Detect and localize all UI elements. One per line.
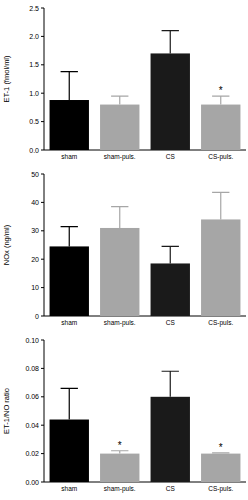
error-bar [61, 72, 78, 100]
tick-label: 0.10 [25, 337, 39, 344]
tick-label: 50 [31, 171, 39, 178]
y-axis-label: ET-1 (fmol/ml) [2, 55, 11, 103]
error-bar [212, 96, 229, 105]
bar [100, 454, 139, 482]
category-label: CS [166, 153, 176, 160]
tick-label: 0.02 [25, 450, 39, 457]
error-bar [162, 246, 179, 263]
tick-label: 2.5 [29, 5, 39, 12]
category-label: CS [166, 485, 176, 492]
annotation: * [118, 440, 122, 451]
tick-label: 0.0 [29, 147, 39, 154]
category-label: sham-puls. [104, 485, 136, 493]
category-label: sham [61, 153, 77, 160]
bar [151, 53, 190, 150]
y-axis-label: ET-1/NO ratio [2, 388, 11, 434]
bar [50, 246, 89, 316]
bar [201, 454, 240, 482]
tick-label: 1.0 [29, 90, 39, 97]
tick-label: 40 [31, 199, 39, 206]
tick-label: 1.5 [29, 61, 39, 68]
bars [50, 192, 241, 316]
tick-label: 0.5 [29, 118, 39, 125]
bar [201, 105, 240, 150]
error-bar [61, 227, 78, 247]
bars [50, 371, 241, 482]
error-bar [111, 207, 128, 228]
panel: NOx (ng/ml) 0 10 20 30 40 50 sham sham-puls. CS CS… [2, 171, 246, 328]
category-label: CS-puls. [208, 319, 233, 327]
y-axis [44, 340, 45, 482]
tick-label: 0.00 [25, 479, 39, 486]
tick-label: 20 [31, 256, 39, 263]
tick-label: 0.06 [25, 393, 39, 400]
category-label: sham-puls. [104, 153, 136, 161]
bar [100, 105, 139, 150]
category-label: sham [61, 319, 77, 326]
category-label: CS-puls. [208, 153, 233, 161]
error-bar [162, 31, 179, 54]
y-axis [44, 8, 45, 150]
panel: ET-1 (fmol/ml) 0.0 0.5 1.0 1.5 2.0 2.5 sham sham… [2, 5, 246, 162]
tick-label: 0.08 [25, 365, 39, 372]
bar [50, 420, 89, 482]
annotation: * [219, 85, 223, 96]
panel: ET-1/NO ratio 0.00 0.02 0.04 0.06 0.08 0.10 sha… [2, 337, 246, 494]
bar [151, 263, 190, 316]
tick-label: 0.04 [25, 422, 39, 429]
y-axis [44, 174, 45, 316]
bars [50, 31, 241, 150]
category-label: CS-puls. [208, 485, 233, 493]
error-bar [61, 388, 78, 419]
figure: ET-1 (fmol/ml) 0.0 0.5 1.0 1.5 2.0 2.5 sham sham… [0, 0, 248, 500]
category-label: sham-puls. [104, 319, 136, 327]
tick-label: 10 [31, 284, 39, 291]
bar [151, 397, 190, 482]
annotation: * [219, 442, 223, 453]
category-label: sham [61, 485, 77, 492]
bar [50, 100, 89, 150]
category-label: CS [166, 319, 176, 326]
bar [201, 219, 240, 316]
error-bar [111, 96, 128, 105]
error-bar [111, 451, 128, 454]
tick-label: 0 [35, 313, 39, 320]
bar [100, 228, 139, 316]
tick-label: 2.0 [29, 33, 39, 40]
error-bar [162, 371, 179, 397]
y-axis-label: NOx (ng/ml) [2, 224, 11, 265]
error-bar [212, 192, 229, 219]
tick-label: 30 [31, 227, 39, 234]
